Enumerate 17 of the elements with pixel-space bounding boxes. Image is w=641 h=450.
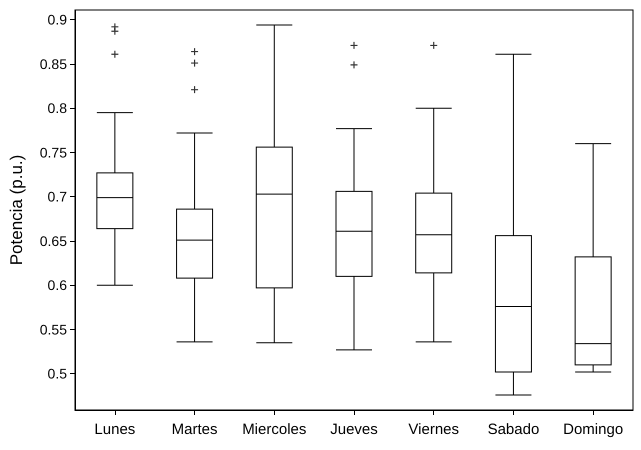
y-tick-label: 0.7: [48, 188, 68, 205]
y-tick-label: 0.55: [40, 321, 68, 338]
x-tick-label: Jueves: [330, 421, 378, 438]
x-tick-label: Martes: [172, 421, 218, 438]
y-tick-label: 0.8: [48, 100, 68, 116]
y-tick-label: 0.65: [40, 232, 68, 249]
y-axis-title: Potencia (p.u.): [7, 154, 26, 266]
y-tick-label: 0.75: [40, 144, 68, 160]
y-tick-label: 0.9: [48, 12, 68, 28]
x-tick-label: Miercoles: [242, 421, 306, 438]
x-tick-label: Domingo: [563, 421, 624, 438]
x-tick-label: Sabado: [488, 421, 540, 438]
y-tick-label: 0.6: [48, 277, 68, 294]
y-tick-label: 0.85: [40, 56, 68, 72]
x-tick-label: Lunes: [94, 421, 136, 438]
x-tick-label: Viernes: [408, 421, 460, 438]
y-tick-label: 0.5: [48, 366, 68, 382]
